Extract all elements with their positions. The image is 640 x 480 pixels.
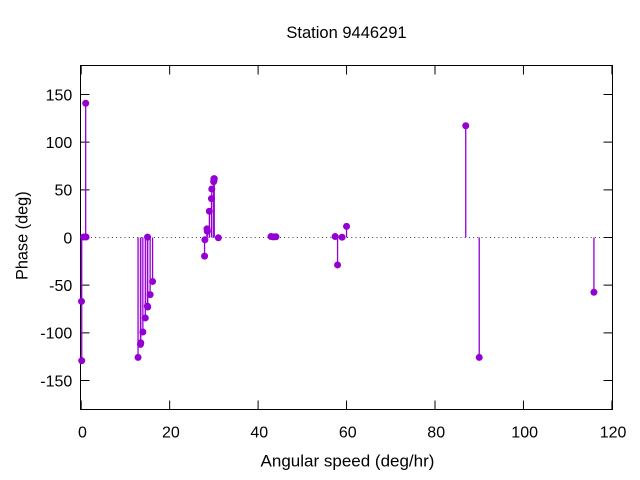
svg-text:120: 120: [600, 424, 627, 441]
svg-text:Station 9446291: Station 9446291: [286, 24, 406, 42]
svg-text:0: 0: [78, 424, 87, 441]
svg-text:20: 20: [162, 424, 180, 441]
svg-text:80: 80: [427, 424, 445, 441]
svg-text:150: 150: [46, 87, 73, 104]
svg-text:Angular speed (deg/hr): Angular speed (deg/hr): [261, 451, 435, 470]
svg-text:50: 50: [55, 183, 73, 200]
svg-text:40: 40: [250, 424, 268, 441]
svg-text:-100: -100: [40, 326, 72, 343]
svg-text:100: 100: [511, 424, 538, 441]
svg-text:60: 60: [339, 424, 357, 441]
svg-text:-150: -150: [40, 373, 72, 390]
svg-text:100: 100: [46, 135, 73, 152]
svg-text:-50: -50: [49, 278, 72, 295]
svg-text:Phase (deg): Phase (deg): [13, 191, 31, 280]
svg-text:0: 0: [63, 230, 72, 247]
